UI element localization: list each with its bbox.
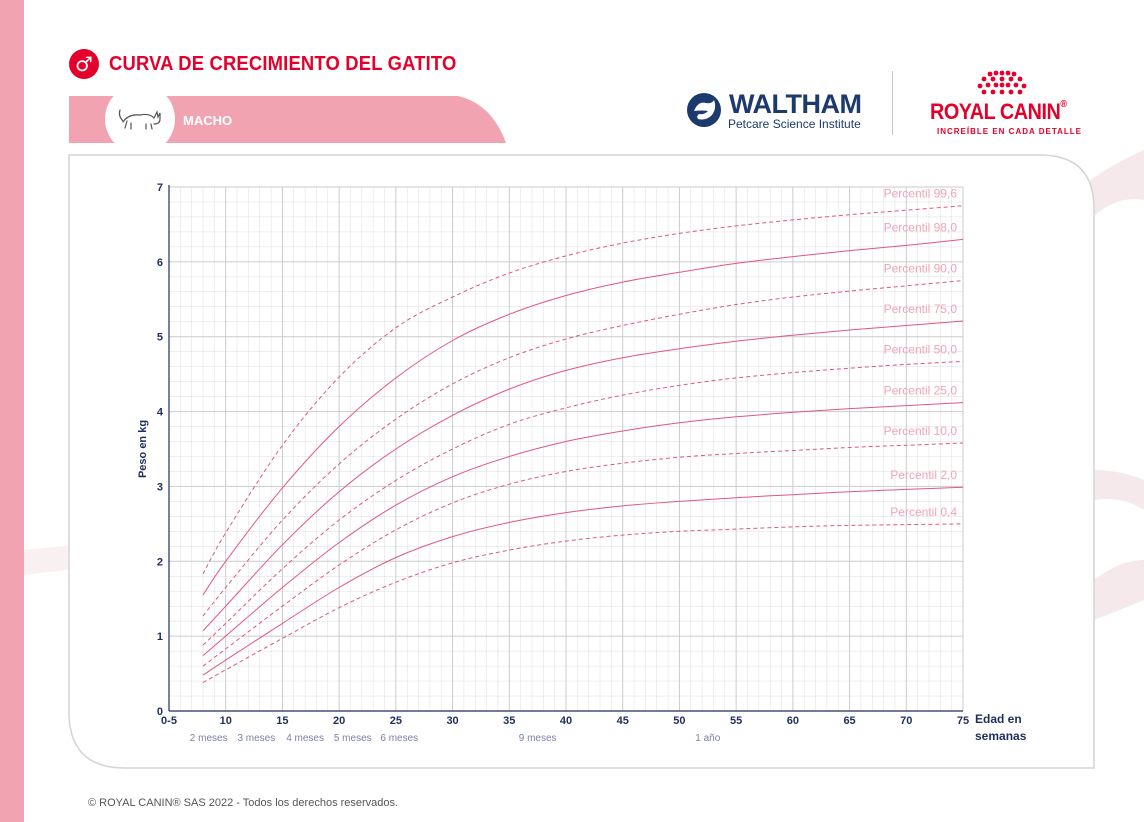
y-tick-label: 1 (157, 631, 163, 643)
waltham-logo-subtitle: Petcare Science Institute (728, 117, 861, 131)
left-accent-stripe (0, 0, 24, 822)
royal-canin-logo-text: ROYAL CANIN® (930, 99, 1067, 124)
royal-canin-crown-icon (977, 70, 1027, 95)
age-month-label: 1 año (695, 733, 720, 744)
percentile-curve (202, 205, 964, 575)
percentile-curve (202, 486, 964, 676)
title-row: ♂ CURVA DE CRECIMIENTO DEL GATITO (69, 49, 487, 79)
x-tick-label: 20 (333, 715, 345, 727)
percentile-label: Percentil 98,0 (884, 220, 958, 234)
registered-mark: ® (1060, 99, 1067, 110)
sex-banner (69, 84, 506, 150)
y-tick-label: 6 (157, 257, 163, 269)
x-tick-label: 15 (276, 715, 288, 727)
page-title: CURVA DE CRECIMIENTO DEL GATITO (109, 52, 457, 75)
percentile-curve (202, 320, 964, 632)
x-tick-label: 65 (843, 715, 855, 727)
x-tick-label: 40 (560, 715, 572, 727)
age-month-label: 9 meses (519, 733, 557, 744)
percentile-label: Percentil 0,4 (890, 505, 957, 519)
percentile-label: Percentil 25,0 (884, 384, 958, 398)
x-tick-label: 45 (617, 715, 629, 727)
age-month-label: 6 meses (380, 733, 418, 744)
chart-axes (168, 185, 963, 712)
age-month-label: 3 meses (237, 733, 275, 744)
sex-label: MACHO (183, 113, 233, 128)
x-axis-title-line2: semanas (975, 729, 1027, 743)
x-tick-label: 0-5 (161, 715, 177, 727)
y-tick-label: 0 (157, 706, 163, 718)
percentile-label: Percentil 75,0 (884, 302, 958, 316)
percentile-curve (202, 280, 964, 617)
y-tick-label: 3 (157, 481, 163, 493)
kitten-icon (118, 109, 161, 130)
x-tick-label: 70 (900, 715, 912, 727)
x-axis-title-line1: Edad en (975, 712, 1022, 726)
copyright-footer: © ROYAL CANIN® SAS 2022 - Todos los dere… (88, 797, 399, 809)
waltham-logo-text: WALTHAM (729, 89, 862, 119)
percentile-curve (202, 238, 964, 596)
logo-divider (892, 71, 893, 135)
sex-banner-circle (105, 84, 175, 150)
age-month-label: 2 meses (190, 733, 228, 744)
percentile-label: Percentil 2,0 (890, 468, 957, 482)
royal-canin-tagline: INCREÍBLE EN CADA DETALLE (937, 127, 1082, 136)
x-tick-label: 75 (957, 715, 969, 727)
percentile-curve (202, 360, 964, 646)
y-tick-label: 7 (157, 182, 163, 194)
x-tick-label: 25 (390, 715, 402, 727)
percentile-label: Percentil 99,6 (884, 187, 958, 201)
percentile-curve (202, 442, 964, 667)
age-month-label: 5 meses (334, 733, 372, 744)
sex-banner-band (69, 96, 506, 143)
x-tick-label: 35 (503, 715, 515, 727)
x-tick-label: 50 (673, 715, 685, 727)
x-tick-label: 60 (787, 715, 799, 727)
chart-frame (68, 154, 1095, 769)
male-symbol-icon: ♂ (69, 49, 99, 79)
age-month-label: 4 meses (286, 733, 324, 744)
x-tick-label: 30 (446, 715, 458, 727)
percentile-label: Percentil 10,0 (884, 424, 958, 438)
percentile-curve (202, 402, 964, 656)
percentile-curves (202, 205, 964, 684)
x-tick-label: 10 (220, 715, 232, 727)
y-tick-label: 5 (157, 332, 163, 344)
percentile-curve (202, 523, 964, 684)
x-tick-label: 55 (730, 715, 742, 727)
percentile-label: Percentil 50,0 (884, 342, 958, 356)
y-tick-label: 2 (157, 556, 163, 568)
y-axis-title: Peso en kg (137, 420, 149, 478)
y-tick-label: 4 (157, 407, 164, 419)
waltham-globe-icon (687, 93, 721, 127)
percentile-label: Percentil 90,0 (884, 262, 958, 276)
